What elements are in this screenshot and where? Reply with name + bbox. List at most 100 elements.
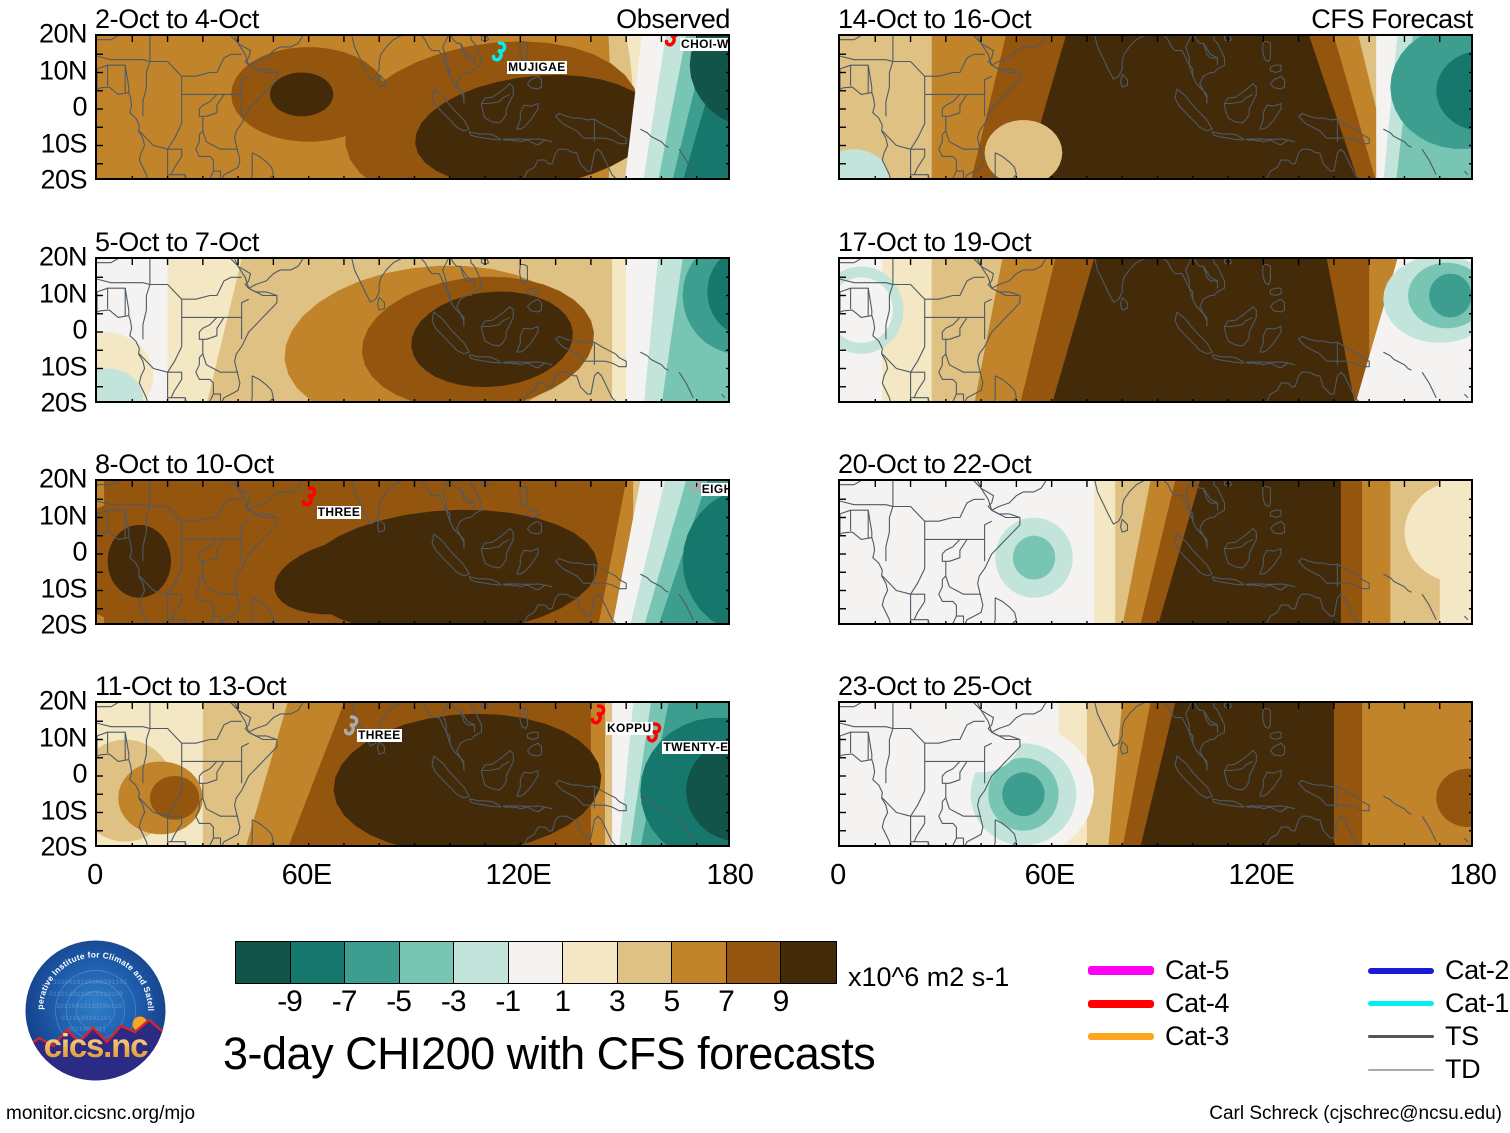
map-panel-fcst-3: 20-Oct to 22-Oct — [838, 449, 1473, 625]
colorbar-tick-label: 3 — [608, 985, 626, 1018]
column-header-left: Observed — [616, 4, 730, 34]
colorbar-segment — [454, 942, 509, 983]
x-axis-left: 0 60E 120E 180 — [87, 859, 754, 899]
x-tick-label: 120E — [1228, 859, 1295, 891]
colorbar-segment — [290, 942, 346, 983]
storm-label-eight: EIGHT — [700, 483, 728, 496]
x-tick-label: 180 — [1449, 859, 1497, 891]
y-tick-label: 10S — [40, 128, 87, 158]
footer-author: Carl Schreck (cjschrec@ncsu.edu) — [1209, 1103, 1502, 1124]
contour-map-fcst-2 — [838, 257, 1473, 403]
legend-label: Cat-5 — [1165, 955, 1230, 985]
colorbar-segment — [345, 942, 400, 983]
legend-item-cat-5: Cat-5 — [1088, 957, 1229, 984]
contour-map-obs-4: THREE KOPPU TWENTY-E — [95, 701, 730, 847]
contour-map-obs-2 — [95, 257, 730, 403]
storm-label-mujigae: MUJIGAE — [507, 59, 567, 74]
colorbar-segment — [563, 942, 618, 983]
colorbar-segment — [617, 942, 673, 983]
legend-item-td: TD — [1368, 1054, 1481, 1084]
svg-text:1010010110100101101: 1010010110100101101 — [53, 979, 127, 986]
y-tick-label: 10S — [40, 351, 87, 381]
colorbar-segment — [236, 942, 291, 983]
y-tick-label: 10S — [40, 573, 87, 603]
colorbar-units-label: x10^6 m2 s-1 — [848, 962, 1010, 992]
y-tick-label: 20S — [40, 164, 87, 195]
storm-symbol-koppu — [590, 703, 607, 725]
storm-symbol-twenty-e — [646, 721, 663, 743]
svg-text:10110010110100110: 10110010110100110 — [56, 1003, 122, 1010]
panel-title-fcst-4: 23-Oct to 25-Oct — [838, 671, 1032, 701]
footer-url[interactable]: monitor.cicsnc.org/mjo — [6, 1103, 196, 1124]
legend-label: TD — [1445, 1054, 1481, 1084]
legend-swatch — [1088, 1033, 1154, 1040]
y-axis-obs-4: 20N 10N 0 10S 20S — [3, 686, 88, 862]
colorbar-tick-label: 1 — [554, 985, 571, 1018]
map-panel-obs-4: 11-Oct to 13-Oct THREE KOPPU TWENTY-E 20N… — [39, 671, 730, 862]
y-tick-label: 20N — [38, 18, 88, 49]
x-axis-right: 0 60E 120E 180 — [830, 859, 1497, 899]
map-panel-fcst-2: 17-Oct to 19-Oct — [838, 227, 1473, 403]
contour-map-fcst-4 — [838, 701, 1473, 847]
legend-item-cat-2: Cat-2 — [1368, 957, 1509, 984]
legend-swatch — [1368, 967, 1434, 974]
y-tick-label: 20S — [40, 831, 87, 862]
storm-label-twenty-e: TWENTY-E — [662, 740, 729, 755]
legend-label: Cat-1 — [1445, 988, 1510, 1018]
storm-symbol-three — [301, 485, 318, 507]
colorbar-tick-label: 9 — [772, 985, 790, 1018]
map-panel-fcst-4: 23-Oct to 25-Oct — [838, 671, 1473, 847]
contour-map-obs-1: MUJIGAE CHOI-WAN — [95, 34, 730, 180]
colorbar-ticks: -9 -7 -5 -3 -1 1 3 5 7 9 — [235, 985, 835, 1025]
storm-label-choi-wan: CHOI-WAN — [680, 38, 728, 51]
logo-wordmark: cics.nc — [44, 1027, 148, 1064]
colorbar-tick-label: 5 — [663, 985, 681, 1018]
x-tick-label: 120E — [485, 859, 552, 891]
x-tick-label: 60E — [281, 859, 333, 891]
storm-symbol-choi-wan — [664, 36, 681, 47]
colorbar-tick-label: 7 — [718, 985, 735, 1018]
map-panel-fcst-1: 14-Oct to 16-Oct CFS Forecast — [838, 4, 1473, 180]
y-tick-label: 20N — [38, 685, 88, 716]
legend-item-cat-4: Cat-4 — [1088, 990, 1229, 1017]
y-tick-label: 20S — [40, 387, 87, 418]
legend-swatch — [1368, 1068, 1434, 1071]
panel-title-fcst-2: 17-Oct to 19-Oct — [838, 227, 1032, 257]
storm-label-three: THREE — [357, 727, 402, 742]
colorbar-segment — [672, 942, 727, 983]
legend-swatch — [1368, 1001, 1434, 1006]
legend-swatch — [1088, 999, 1154, 1008]
colorbar-tick-label: -5 — [386, 985, 412, 1018]
panel-title-obs-1: 2-Oct to 4-Oct — [95, 4, 259, 34]
panel-title-obs-3: 8-Oct to 10-Oct — [95, 449, 274, 479]
colorbar-segment — [781, 942, 836, 983]
svg-text:0110100110010110100: 0110100110010110100 — [49, 991, 123, 998]
svg-text:1011001011: 1011001011 — [67, 1026, 106, 1033]
map-panel-obs-3: 8-Oct to 10-Oct THREE EIGHT20N10N010S20S — [39, 449, 730, 640]
y-tick-label: 10N — [38, 500, 88, 530]
y-axis-obs-3: 20N 10N 0 10S 20S — [3, 464, 88, 640]
y-tick-label: 0 — [72, 536, 87, 567]
legend-item-ts: TS — [1368, 1023, 1479, 1050]
y-axis-obs-2: 20N 10N 0 10S 20S — [3, 242, 88, 418]
y-tick-label: 10N — [38, 722, 88, 752]
contour-map-fcst-3 — [838, 479, 1473, 625]
y-tick-label: 10N — [38, 55, 88, 85]
y-tick-label: 0 — [72, 758, 87, 789]
panel-title-fcst-3: 20-Oct to 22-Oct — [838, 449, 1032, 479]
column-header-right: CFS Forecast — [1311, 4, 1473, 34]
storm-label-three: THREE — [316, 504, 362, 519]
legend-swatch — [1368, 1035, 1434, 1038]
y-tick-label: 20N — [38, 241, 88, 272]
colorbar-tick-label: -3 — [440, 985, 467, 1018]
x-tick-label: 0 — [830, 859, 846, 891]
panel-title-obs-2: 5-Oct to 7-Oct — [95, 227, 259, 257]
colorbar-segment — [399, 942, 455, 983]
main-title: 3-day CHI200 with CFS forecasts — [223, 1028, 876, 1079]
panel-title-fcst-1: 14-Oct to 16-Oct — [838, 4, 1032, 34]
colorbar-segment — [508, 942, 564, 983]
legend-item-cat-1: Cat-1 — [1368, 990, 1509, 1017]
legend-label: Cat-3 — [1165, 1021, 1230, 1051]
contour-map-obs-3: THREE EIGHT — [95, 479, 730, 625]
x-tick-label: 60E — [1024, 859, 1076, 891]
